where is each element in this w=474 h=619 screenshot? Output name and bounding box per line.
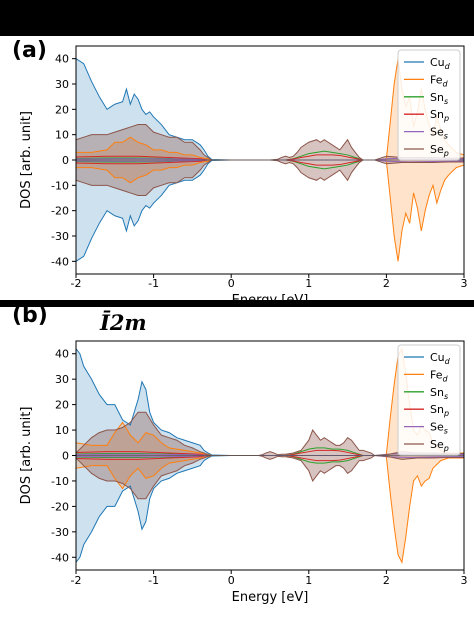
x-tick-label: 2 xyxy=(383,277,390,290)
y-tick-label: 30 xyxy=(55,373,69,386)
y-tick-label: 10 xyxy=(55,424,69,437)
x-axis-title: Energy [eV] xyxy=(232,293,309,308)
y-tick-label: 0 xyxy=(62,450,69,463)
x-tick-label: -1 xyxy=(148,574,159,587)
dos-series-line xyxy=(75,348,232,456)
legend-box xyxy=(397,49,461,161)
y-tick-label: 10 xyxy=(55,129,69,142)
x-tick-label: -1 xyxy=(148,277,159,290)
legend-entry: Ses xyxy=(430,126,448,141)
y-tick-label: -10 xyxy=(51,475,69,488)
legend-entry: Cud xyxy=(430,56,451,71)
x-tick-label: 1 xyxy=(305,277,312,290)
legend-entry: Fed xyxy=(430,368,449,383)
x-tick-label: 0 xyxy=(228,574,235,587)
y-tick-label: -40 xyxy=(51,255,69,268)
dos-series-line xyxy=(75,455,364,462)
y-tick-label: -30 xyxy=(51,526,69,539)
panel-b-label: (b) xyxy=(12,303,48,328)
y-tick-label: 0 xyxy=(62,154,69,167)
legend-entry: Cud xyxy=(430,351,451,366)
y-tick-label: -20 xyxy=(51,500,69,513)
y-tick-label: 20 xyxy=(55,399,69,412)
panel-separator xyxy=(0,300,474,307)
dos-series-line xyxy=(75,455,232,563)
legend: Cud Fed Sns Snp Ses Sep xyxy=(397,344,461,456)
x-tick-label: 3 xyxy=(461,277,468,290)
y-tick-label: -20 xyxy=(51,205,69,218)
y-tick-label: 20 xyxy=(55,103,69,116)
space-group-label: Ī2m xyxy=(100,310,147,335)
legend-entry: Fed xyxy=(430,73,449,88)
x-tick-label: -2 xyxy=(71,574,82,587)
legend-entry: Snp xyxy=(430,108,449,123)
y-tick-label: 30 xyxy=(55,78,69,91)
dos-series-line xyxy=(75,449,364,456)
legend-entry: Snp xyxy=(430,403,449,418)
dos-series-line xyxy=(75,159,364,166)
y-tick-label: -40 xyxy=(51,551,69,564)
y-axis-title: DOS [arb. unit] xyxy=(19,111,34,209)
x-tick-label: 1 xyxy=(305,574,312,587)
dos-series-line xyxy=(75,58,232,161)
dos-series-line xyxy=(75,454,464,500)
legend: Cud Fed Sns Snp Ses Sep xyxy=(397,49,461,161)
dos-series-line xyxy=(75,159,464,196)
y-tick-label: 40 xyxy=(55,53,69,66)
x-tick-label: 3 xyxy=(461,574,468,587)
legend-box xyxy=(397,344,461,456)
dos-series-line xyxy=(75,124,464,161)
dos-series-line xyxy=(75,159,232,262)
x-tick-label: -2 xyxy=(71,277,82,290)
panel-a-label: (a) xyxy=(12,38,47,63)
y-tick-label: -30 xyxy=(51,230,69,243)
x-axis-title: Energy [eV] xyxy=(232,590,309,605)
y-axis-title: DOS [arb. unit] xyxy=(19,407,34,505)
dos-series-line xyxy=(75,154,364,161)
legend-entry: Sep xyxy=(430,438,449,453)
x-tick-label: 0 xyxy=(228,277,235,290)
dos-series-line xyxy=(75,411,464,457)
figure-background xyxy=(0,36,474,619)
y-tick-label: -10 xyxy=(51,179,69,192)
y-tick-label: 40 xyxy=(55,348,69,361)
x-tick-label: 2 xyxy=(383,574,390,587)
legend-entry: Sns xyxy=(430,386,448,401)
legend-entry: Sep xyxy=(430,143,449,158)
legend-entry: Ses xyxy=(430,421,448,436)
legend-entry: Sns xyxy=(430,91,448,106)
